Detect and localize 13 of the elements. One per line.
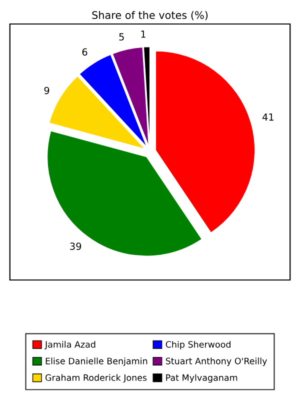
legend-label: Pat Mylvaganam <box>166 374 238 383</box>
legend-label: Stuart Anthony O'Reilly <box>166 358 267 366</box>
data-label: 41 <box>262 114 274 121</box>
legend-label: Jamila Azad <box>44 340 96 350</box>
legend-label: Graham Roderick Jones <box>46 374 147 383</box>
legend-label: Elise Danielle Benjamin <box>46 358 148 366</box>
legend-label: Chip Sherwood <box>166 340 230 350</box>
chart-title: Share of the votes (%) <box>92 10 208 20</box>
data-label: 1 <box>141 30 146 38</box>
data-label: 9 <box>44 86 50 94</box>
data-label: 6 <box>82 48 88 56</box>
data-label: 39 <box>70 242 82 250</box>
data-label: 5 <box>119 33 124 41</box>
